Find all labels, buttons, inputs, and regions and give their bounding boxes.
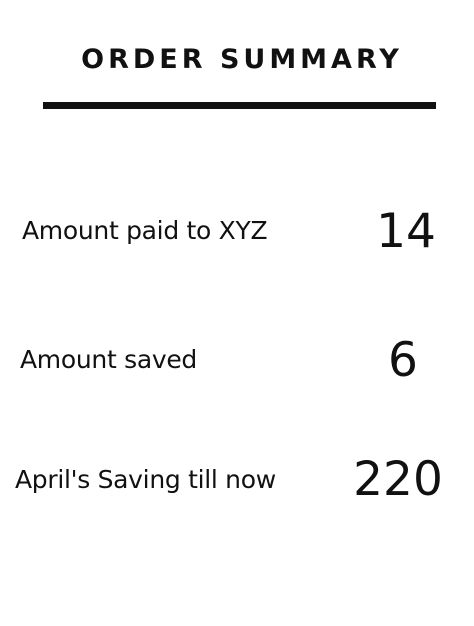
amount-saved-label: Amount saved	[20, 345, 197, 374]
monthly-saving-label: April's Saving till now	[15, 465, 276, 494]
order-summary-title: ORDER SUMMARY	[81, 44, 403, 75]
amount-paid-value: 14	[376, 204, 436, 259]
amount-saved-value: 6	[388, 333, 418, 388]
amount-paid-label: Amount paid to XYZ	[22, 216, 268, 245]
title-divider	[43, 102, 436, 109]
monthly-saving-value: 220	[353, 452, 443, 507]
